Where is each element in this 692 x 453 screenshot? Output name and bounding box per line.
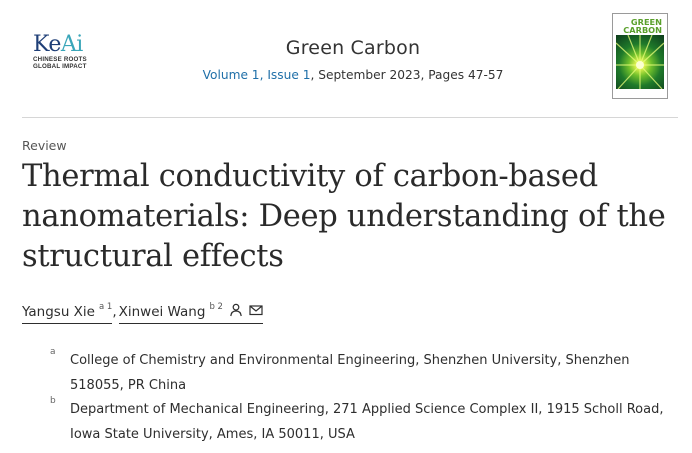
logo-wordmark: KeAi bbox=[33, 32, 83, 57]
envelope-icon[interactable] bbox=[249, 303, 263, 317]
author-link-1[interactable]: Yangsu Xie a 1 bbox=[22, 302, 113, 324]
author-name: Xinwei Wang bbox=[118, 304, 206, 320]
affiliation-label: b bbox=[50, 396, 56, 406]
issue-details: , September 2023, Pages 47-57 bbox=[310, 68, 504, 82]
journal-info: Green Carbon Volume 1, Issue 1, Septembe… bbox=[180, 36, 526, 84]
issue-link[interactable]: Volume 1, Issue 1 bbox=[202, 68, 311, 82]
journal-cover-thumbnail[interactable]: GREEN CARBON bbox=[612, 13, 668, 99]
affiliation-text: College of Chemistry and Environmental E… bbox=[70, 353, 630, 393]
author-name: Yangsu Xie bbox=[22, 304, 95, 320]
affiliation-label: a bbox=[50, 347, 56, 357]
article-title: Thermal conductivity of carbon-based nan… bbox=[22, 159, 666, 274]
cover-rays bbox=[615, 34, 665, 90]
author-superscript: a 1 bbox=[98, 302, 113, 312]
header-divider bbox=[22, 117, 678, 118]
cover-footer bbox=[616, 89, 664, 95]
issue-line: Volume 1, Issue 1, September 2023, Pages… bbox=[180, 66, 526, 84]
cover-art bbox=[615, 34, 665, 90]
author-superscript: b 2 bbox=[209, 302, 223, 312]
affiliation-text: Department of Mechanical Engineering, 27… bbox=[70, 402, 664, 442]
cover-title: GREEN CARBON bbox=[623, 17, 662, 35]
journal-header: KeAi CHINESE ROOTS GLOBAL IMPACT Green C… bbox=[0, 0, 692, 118]
author-link-2[interactable]: Xinwei Wang b 2 bbox=[118, 302, 263, 324]
logo-tagline-1: CHINESE ROOTS bbox=[33, 56, 87, 63]
author-list: Yangsu Xie a 1 , Xinwei Wang b 2 bbox=[22, 303, 263, 324]
logo-tagline-2: GLOBAL IMPACT bbox=[33, 63, 87, 71]
keai-logo[interactable]: KeAi CHINESE ROOTS GLOBAL IMPACT bbox=[33, 34, 113, 71]
person-icon bbox=[229, 303, 243, 317]
author-separator: , bbox=[112, 304, 117, 320]
cover-image: GREEN CARBON bbox=[615, 17, 665, 95]
article-type: Review bbox=[22, 138, 67, 153]
journal-title[interactable]: Green Carbon bbox=[285, 37, 421, 59]
